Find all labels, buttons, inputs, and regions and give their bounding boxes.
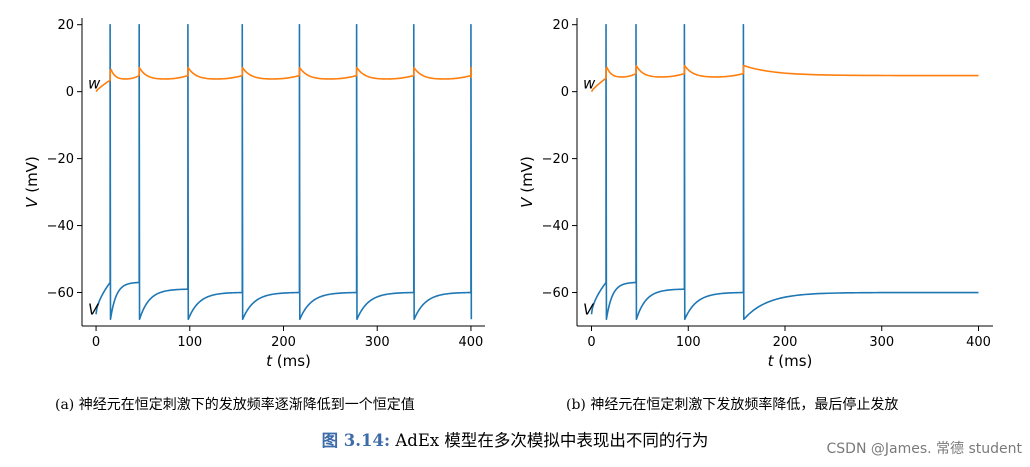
y-tick-label: 0 [561,85,569,100]
y-tick-label: −20 [542,152,569,167]
x-tick-label: 0 [92,335,100,350]
x-tick-label: 300 [869,335,894,350]
y-axis-label: V (mV) [23,156,41,208]
series-label-V: V [583,301,595,319]
y-axis-label: V (mV) [518,156,536,208]
series-label-w: w [583,75,596,93]
figure-caption: 图 3.14: AdEx 模型在多次模拟中表现出不同的行为 [0,427,1030,451]
y-tick-label: −60 [47,286,74,301]
y-tick-label: 0 [66,85,74,100]
x-tick-label: 100 [676,335,701,350]
x-tick-label: 400 [459,335,484,350]
x-tick-label: 400 [966,335,991,350]
series-label-V: V [88,301,100,319]
y-tick-label: 20 [552,18,569,33]
y-tick-label: 20 [57,18,74,33]
series-line-w [95,66,472,93]
series-line-V [95,23,473,321]
figure-number: 图 3.14: [321,431,391,450]
y-tick-label: −40 [47,219,74,234]
series-line-w [590,64,979,93]
curves-b: wV [583,23,979,321]
subcaption-b: (b) 神经元在恒定刺激下发放频率降低，最后停止发放 [566,397,899,413]
x-tick-label: 0 [587,335,595,350]
y-tick-label: −20 [47,152,74,167]
y-tick-label: −60 [542,286,569,301]
x-axis-label: t (ms) [768,352,813,370]
series-label-w: w [88,75,101,93]
x-tick-label: 200 [271,335,296,350]
figure-caption-text: AdEx 模型在多次模拟中表现出不同的行为 [390,431,709,450]
x-tick-label: 300 [365,335,390,350]
series-line-V [590,23,979,321]
watermark: CSDN @James. 常德 student [826,441,1023,457]
x-axis-label: t (ms) [266,352,311,370]
x-tick-label: 200 [773,335,798,350]
curves-a: wV [88,23,473,321]
y-tick-label: −40 [542,219,569,234]
subcaption-a: (a) 神经元在恒定刺激下的发放频率逐渐降低到一个恒定值 [55,397,415,413]
x-tick-label: 100 [177,335,202,350]
